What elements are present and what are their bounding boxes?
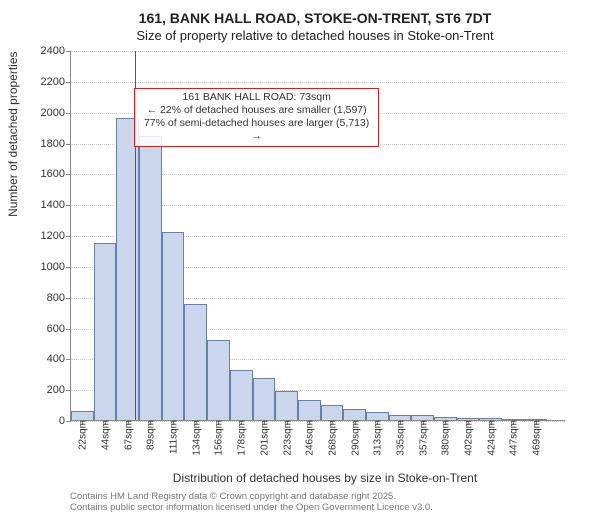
xtick-label: 89sqm (144, 420, 157, 450)
histogram-bar (321, 405, 344, 420)
chart-title-sub: Size of property relative to detached ho… (50, 28, 580, 43)
xtick-label: 313sqm (371, 420, 384, 456)
ytick-label: 800 (47, 292, 71, 304)
ytick-label: 1000 (41, 261, 71, 273)
ytick-label: 1200 (41, 230, 71, 242)
xtick-label: 44sqm (99, 420, 112, 450)
ytick-label: 1800 (41, 138, 71, 150)
xtick-label: 178sqm (235, 420, 248, 456)
xtick-label: 335sqm (393, 420, 406, 456)
y-axis-label: Number of detached properties (6, 51, 20, 216)
ytick-label: 2000 (41, 107, 71, 119)
histogram-bar (343, 409, 366, 420)
xtick-label: 447sqm (507, 420, 520, 456)
histogram-bar (366, 412, 389, 420)
xtick-label: 424sqm (484, 420, 497, 456)
xtick-label: 22sqm (76, 420, 89, 450)
xtick-label: 201sqm (257, 420, 270, 456)
xtick-label: 223sqm (280, 420, 293, 456)
xtick-label: 357sqm (416, 420, 429, 456)
histogram-bar (139, 136, 162, 420)
ytick-label: 400 (47, 353, 71, 365)
footer-line-2: Contains public sector information licen… (70, 502, 580, 513)
ytick-label: 1600 (41, 168, 71, 180)
footer-line-1: Contains HM Land Registry data © Crown c… (70, 491, 580, 502)
xtick-label: 134sqm (189, 420, 202, 456)
ytick-label: 2200 (41, 76, 71, 88)
gridline (71, 82, 565, 83)
histogram-bar (71, 411, 94, 420)
annotation-line-2: ← 22% of detached houses are smaller (1,… (141, 104, 372, 117)
histogram-bar (94, 243, 117, 420)
annotation-line-3: 77% of semi-detached houses are larger (… (141, 117, 372, 143)
ytick-label: 600 (47, 323, 71, 335)
footer-attribution: Contains HM Land Registry data © Crown c… (70, 491, 580, 514)
histogram-bar (207, 340, 230, 420)
histogram-bar (230, 370, 253, 420)
xtick-label: 111sqm (167, 420, 180, 454)
histogram-bar (275, 391, 298, 420)
xtick-label: 67sqm (121, 420, 134, 450)
histogram-bar (162, 232, 185, 420)
annotation-box: 161 BANK HALL ROAD: 73sqm← 22% of detach… (134, 88, 379, 147)
annotation-line-1: 161 BANK HALL ROAD: 73sqm (141, 91, 372, 104)
chart-title-main: 161, BANK HALL ROAD, STOKE-ON-TRENT, ST6… (50, 10, 580, 26)
xtick-label: 156sqm (212, 420, 225, 456)
xtick-label: 380sqm (439, 420, 452, 456)
xtick-label: 246sqm (303, 420, 316, 456)
gridline (71, 51, 565, 52)
chart-container: 161, BANK HALL ROAD, STOKE-ON-TRENT, ST6… (0, 0, 600, 500)
histogram-bar (184, 304, 207, 420)
xtick-label: 268sqm (325, 420, 338, 456)
plot-area: 0200400600800100012001400160018002000220… (70, 51, 565, 421)
ytick-label: 0 (59, 415, 71, 427)
xtick-label: 402sqm (462, 420, 475, 456)
xtick-label: 290sqm (348, 420, 361, 456)
xtick-label: 469sqm (530, 420, 543, 456)
ytick-label: 1400 (41, 199, 71, 211)
histogram-bar (298, 400, 321, 420)
ytick-label: 200 (47, 384, 71, 396)
x-axis-label: Distribution of detached houses by size … (70, 471, 580, 485)
histogram-bar (253, 378, 276, 420)
ytick-label: 2400 (41, 45, 71, 57)
